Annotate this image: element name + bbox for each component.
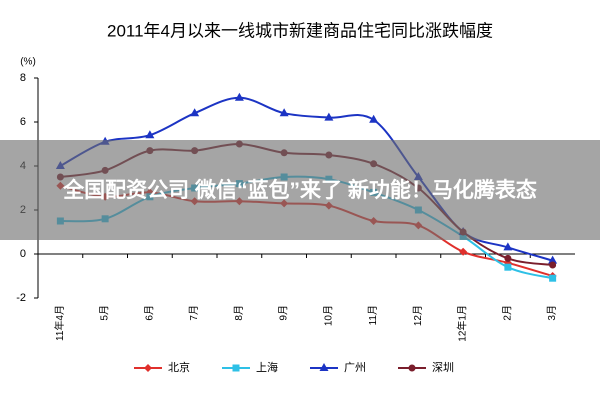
chart-title: 2011年4月以来一线城市新建商品住宅同比涨跌幅度 [107,21,493,40]
x-tick-label: 2月 [501,305,513,321]
marker [144,364,152,372]
y-tick-label: 0 [20,248,26,260]
y-axis-label: (%) [20,57,36,68]
x-tick-label: 3月 [546,305,558,321]
legend-label: 上海 [256,360,278,374]
x-tick-label: 11年4月 [53,305,66,341]
x-tick-label: 12年1月 [456,305,469,342]
overlay-banner: 全国配资公司 微信“蓝包”来了 新功能！马化腾表态 [0,140,600,240]
y-tick-label: 8 [20,72,26,84]
legend-label: 北京 [168,360,190,374]
marker [319,363,329,371]
marker [408,364,416,372]
x-tick-label: 8月 [233,305,245,321]
legend-label: 深圳 [432,361,454,374]
marker [459,247,468,256]
x-tick-label: 11月 [367,305,379,325]
x-tick-label: 12月 [412,305,424,326]
marker [145,130,155,139]
x-tick-label: 9月 [278,305,290,321]
marker [279,108,289,117]
marker [232,364,240,372]
marker [190,108,200,117]
marker [504,254,512,262]
x-tick-label: 6月 [143,305,155,321]
marker [234,92,244,101]
x-tick-label: 5月 [99,305,111,321]
x-tick-label: 10月 [322,305,334,326]
marker [548,255,558,264]
marker [503,242,513,251]
x-tick-label: 7月 [188,305,200,321]
marker [504,263,512,271]
marker [549,274,557,282]
legend-label: 广州 [344,361,366,374]
marker [369,114,379,123]
overlay-text: 全国配资公司 微信“蓝包”来了 新功能！马化腾表态 [63,178,537,202]
y-tick-label: -2 [16,292,26,304]
marker [324,112,334,121]
marker [549,261,557,269]
y-tick-label: 6 [20,116,26,128]
